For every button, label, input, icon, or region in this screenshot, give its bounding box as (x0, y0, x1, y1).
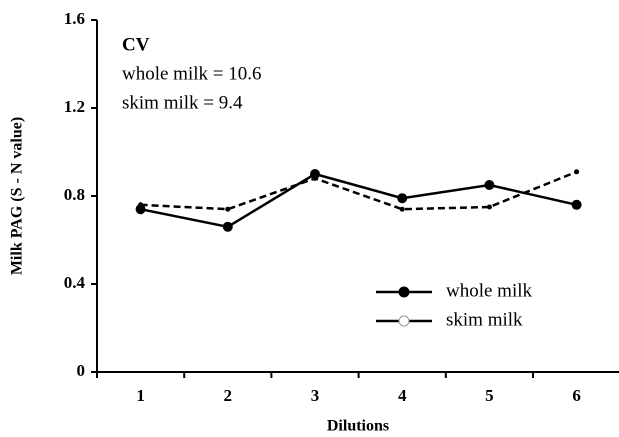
x-tick-label: 3 (311, 386, 320, 405)
legend-label: skim milk (446, 309, 523, 330)
point (399, 206, 405, 212)
point (484, 180, 495, 190)
point (225, 206, 231, 212)
series-line (140, 172, 577, 229)
x-tick-label: 2 (224, 386, 233, 405)
point (397, 193, 408, 204)
annotation: CV (122, 34, 150, 55)
point (222, 221, 233, 232)
y-tick-label: 1.2 (64, 97, 85, 116)
y-tick-label: 0.4 (64, 273, 86, 292)
x-tick-label: 5 (485, 386, 494, 405)
y-tick-label: 1.6 (64, 9, 85, 28)
legend-marker (398, 315, 410, 327)
annotation: whole milk = 10.6 (122, 63, 262, 84)
y-tick-label: 0 (77, 361, 86, 380)
series-line (140, 170, 578, 211)
legend-marker (398, 286, 410, 298)
point (310, 169, 320, 179)
x-tick-label: 1 (136, 386, 145, 405)
legend-label: whole milk (446, 280, 533, 301)
y-tick-label: 0.8 (64, 185, 85, 204)
annotation: skim milk = 9.4 (122, 92, 243, 113)
x-tick-label: 4 (398, 386, 407, 405)
x-axis-title: Dilutions (327, 418, 389, 435)
point (486, 204, 492, 210)
point (135, 204, 146, 215)
y-axis-title: Milk PAG (S - N value) (9, 117, 26, 275)
point (312, 175, 318, 181)
x-tick-label: 6 (572, 386, 581, 405)
point (574, 169, 580, 175)
point (571, 199, 582, 210)
point (138, 202, 144, 208)
